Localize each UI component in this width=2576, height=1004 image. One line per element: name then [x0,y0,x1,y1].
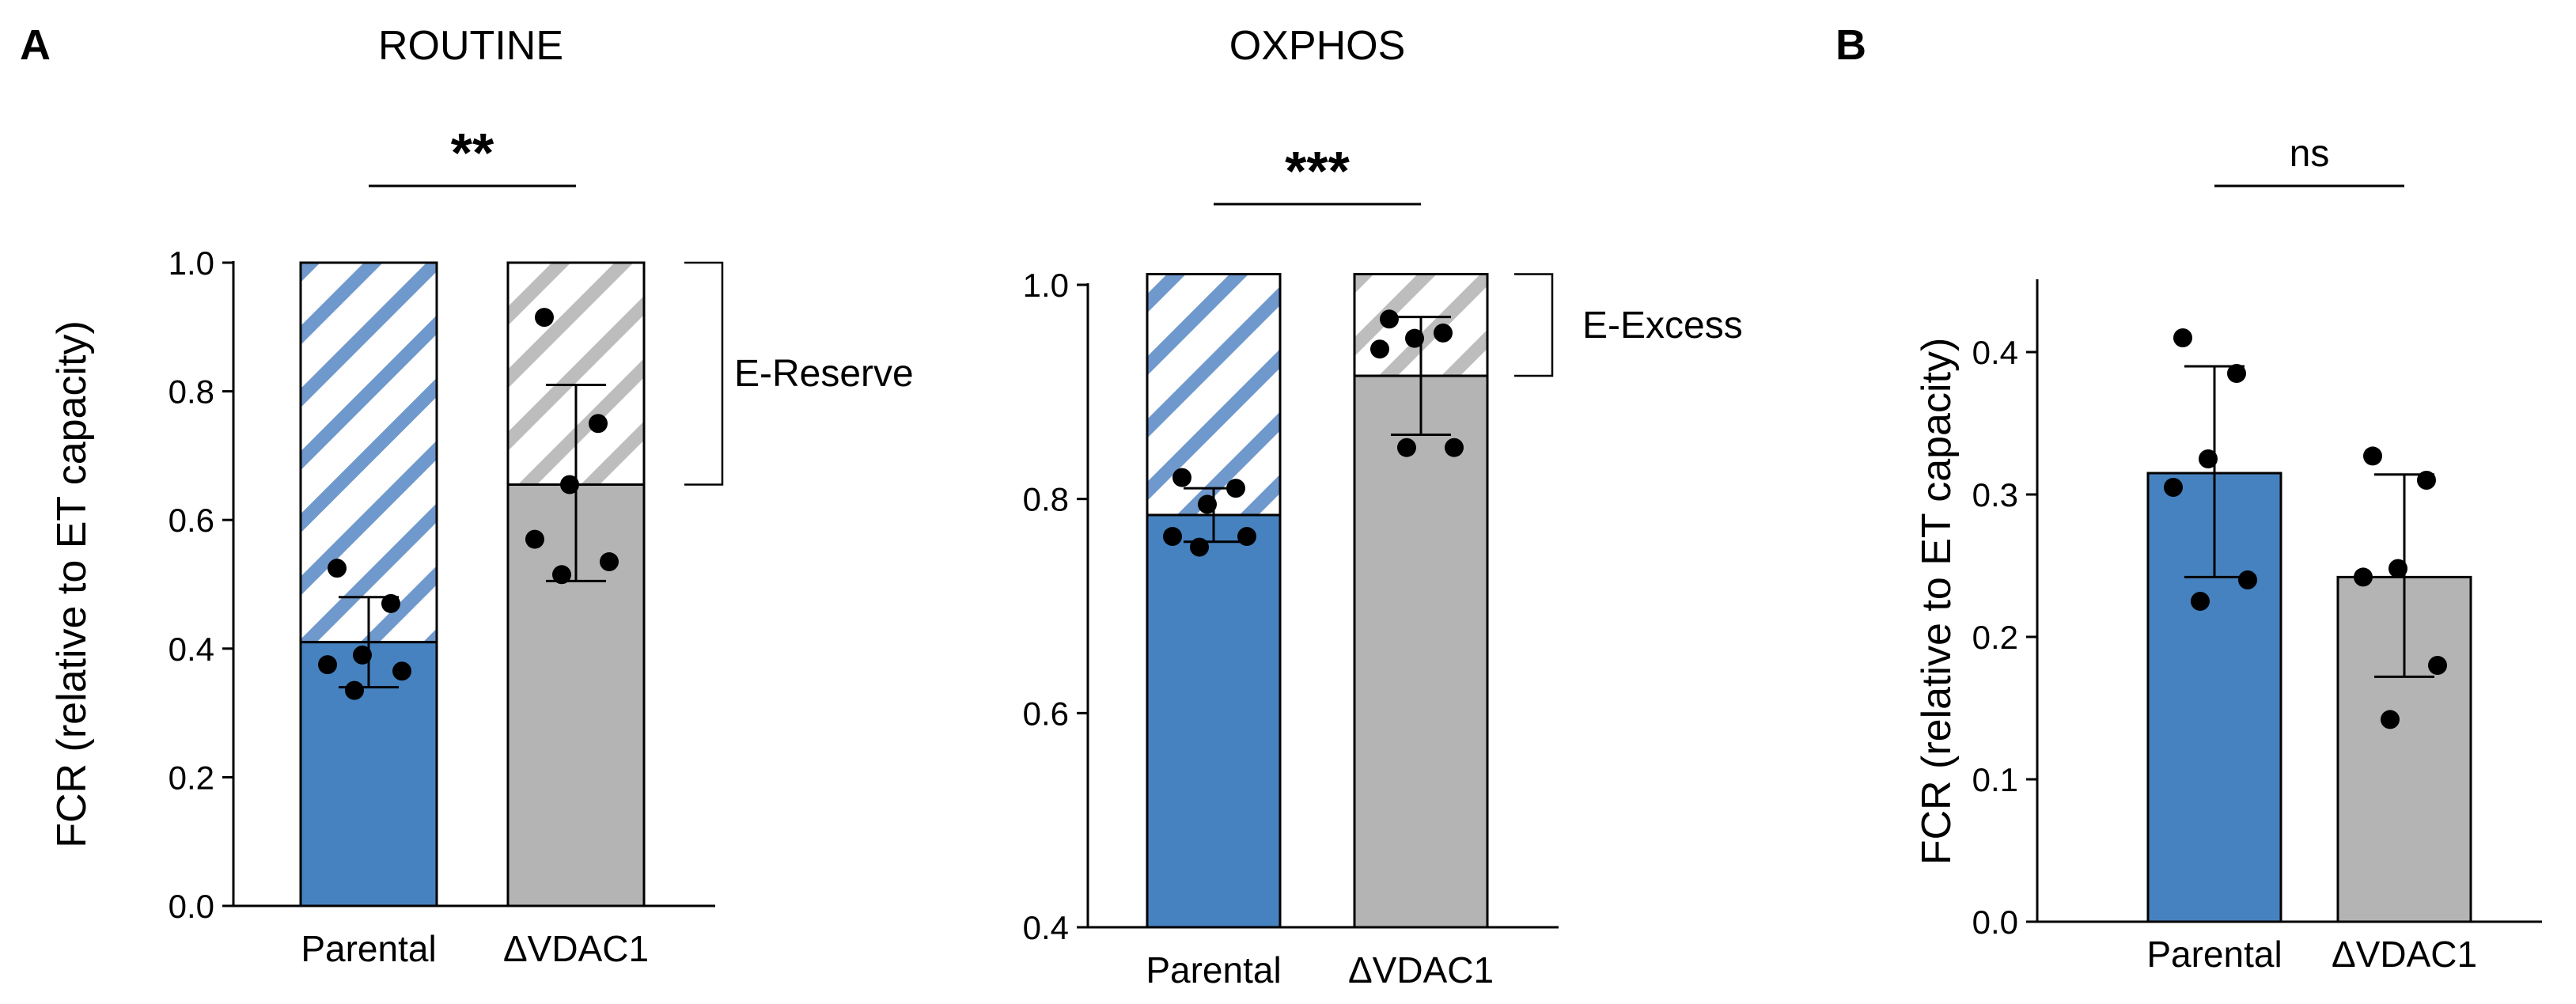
data-point [1163,527,1182,547]
x-tick-label: Parental [301,928,436,969]
y-tick-label: 0.4 [169,631,214,668]
data-point [560,475,579,494]
data-point [392,661,411,681]
x-tick-label: Parental [1146,949,1281,991]
data-point [1198,494,1217,514]
y-tick-label: 0.2 [1972,619,2018,656]
bracket [1514,273,1554,377]
y-tick-label: 0.1 [1972,761,2018,798]
data-point [1445,438,1464,457]
y-tick-label: 0.4 [1972,334,2018,371]
data-point [535,308,554,328]
bracket [684,261,724,486]
data-point [2388,559,2407,578]
bar [1353,374,1489,929]
y-tick-label: 0.4 [1023,909,1069,946]
chart-title: OXPHOS [1229,23,1406,69]
data-point [1380,309,1399,329]
data-point [353,645,372,665]
fcr-chart: 0.0 0.1 0.2 0.3 0.4 FCR (relative to ET capac… [1914,133,2542,975]
y-tick-label: 0.2 [169,759,214,796]
x-tick-label: ΔVDAC1 [503,928,649,969]
data-point [600,552,619,572]
hatched-bar-segment [299,261,438,644]
y-tick-label: 0.8 [169,373,214,411]
significance-label: *** [1285,140,1350,202]
data-point [2238,570,2257,589]
y-axis-label: FCR (relative to ET capacity) [1914,338,1960,866]
panel-letter-a: A [20,21,51,69]
y-tick-label: 1.0 [1023,267,1069,304]
x-tick-label: Parental [2146,934,2282,975]
bar [2336,575,2472,923]
y-tick-label: 1.0 [169,244,214,282]
data-point [1226,479,1245,498]
significance-label: ** [451,122,494,184]
significance-label: ns [2290,133,2330,175]
data-point [1172,468,1191,487]
data-point [2428,656,2447,675]
data-point [1370,339,1389,359]
data-point [2417,471,2436,490]
data-point [1237,527,1256,547]
data-point [381,593,400,613]
chart-title: ROUTINE [378,23,563,69]
bracket-label: E-Excess [1582,305,1743,347]
data-point [552,565,571,585]
data-point [525,529,544,549]
y-tick-label: 0.3 [1972,476,2018,513]
data-point [1397,438,1416,457]
data-point [328,559,347,578]
bracket-label: E-Reserve [734,353,914,395]
y-tick-label: 0.0 [169,888,214,925]
data-point [2173,328,2192,347]
hatched-bar-segment [1146,272,1282,517]
y-axis-label: FCR (relative to ET capacity) [49,320,95,848]
y-tick-label: 0.0 [1972,904,2018,941]
data-point [1405,328,1424,348]
y-tick-label: 0.6 [169,502,214,539]
data-point [2381,710,2400,729]
data-point [318,655,337,675]
x-tick-label: ΔVDAC1 [1348,949,1494,991]
data-point [2227,364,2246,383]
y-tick-label: 0.8 [1023,481,1069,518]
bar [1146,513,1282,929]
data-point [2363,446,2382,466]
oxphos-chart: OXPHOS 0.4 0.6 0.8 1.0 Parental ΔVDAC1 *** E-Exc… [1023,23,1743,991]
y-tick-label: 0.6 [1023,695,1069,732]
panel-letter-b: B [1835,21,1866,69]
data-point [345,680,364,700]
x-tick-label: ΔVDAC1 [2332,934,2477,975]
data-point [2354,567,2373,587]
data-point [1434,323,1453,343]
data-point [589,414,608,434]
routine-chart: ROUTINE 0.0 0.2 0.4 0.6 0.8 1.0 FCR (relative t… [49,23,914,969]
data-point [2164,478,2183,497]
data-point [1190,537,1209,557]
data-point [2199,449,2218,468]
data-point [2191,592,2210,611]
